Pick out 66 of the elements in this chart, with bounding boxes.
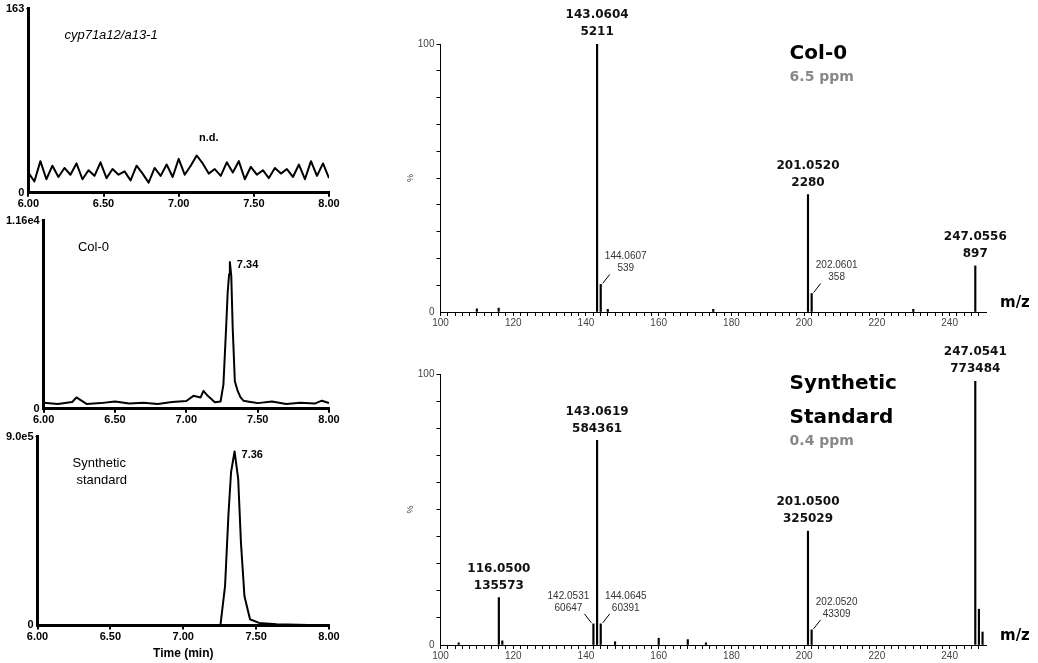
x-tick-label: 200: [795, 649, 813, 661]
x-axis-title: m/z: [1000, 626, 1031, 645]
x-tick-label: 180: [723, 316, 741, 328]
x-tick-label: 7.50: [245, 630, 267, 643]
y-axis-title: %: [404, 173, 415, 183]
x-tick-label: 140: [577, 649, 595, 661]
x-tick-label: 6.00: [32, 413, 55, 426]
x-tick-label: 180: [723, 649, 741, 661]
x-tick-label: 8.00: [318, 413, 340, 426]
x-tick-label: 200: [795, 316, 813, 328]
y-tick-label: 100: [417, 37, 435, 49]
x-tick-label: 8.00: [318, 197, 340, 210]
text: 6.5 ppm: [789, 67, 854, 84]
annotation: 143.0619 584361: [565, 403, 629, 435]
annotation: 144.0607 539: [604, 250, 648, 274]
x-tick-label: 120: [504, 316, 522, 328]
annotation: 247.0556 897: [943, 229, 1007, 261]
y-tick-label: 0: [33, 401, 40, 414]
y-tick-label: 0: [27, 618, 34, 631]
x-tick-label: 160: [650, 316, 668, 328]
annotation: 201.0500 325029: [776, 494, 840, 526]
chart-title: Col-0: [789, 40, 848, 65]
x-tick-label: 6.50: [104, 413, 126, 426]
annotation: 7.34: [236, 258, 260, 270]
x-tick-label: 6.50: [99, 630, 122, 643]
x-tick-label: 220: [868, 649, 886, 661]
x-tick-label: 7.00: [175, 413, 198, 426]
annotation: 202.0601 358: [815, 259, 858, 283]
y-tick-label: 9.0e5: [6, 429, 34, 442]
x-tick-label: 7.00: [167, 197, 190, 210]
annotation: 201.0520 2280: [776, 157, 840, 189]
text: Col-0: [77, 238, 109, 254]
x-axis-title: Time (min): [153, 646, 214, 661]
y-tick-label: 0: [428, 638, 435, 650]
annotation: n.d.: [198, 130, 219, 143]
x-axis-title: m/z: [1000, 293, 1031, 312]
text: Synthetic Standard: [789, 370, 897, 429]
text: cyp71a12/a13-1: [64, 26, 158, 42]
x-tick-label: 140: [577, 316, 595, 328]
annotation: 144.0645 60391: [604, 589, 648, 613]
annotation: 202.0520 43309: [815, 595, 858, 619]
x-tick-label: 220: [868, 316, 886, 328]
annotation: 142.0531 60647: [547, 589, 590, 613]
x-tick-label: 7.00: [172, 630, 194, 643]
y-tick-label: 100: [417, 367, 435, 379]
annotation: 7.36: [241, 447, 263, 460]
x-tick-label: 7.50: [246, 413, 269, 426]
y-tick-label: 0: [18, 185, 25, 198]
annotation: 143.0604 5211: [565, 7, 629, 39]
y-tick-label: 0: [428, 305, 435, 317]
y-axis-title: %: [404, 505, 415, 514]
annotation: 116.0500 135573: [467, 560, 531, 592]
x-tick-label: 120: [504, 649, 522, 661]
x-tick-label: 6.00: [26, 630, 49, 643]
text: 0.4 ppm: [789, 431, 854, 448]
x-tick-label: 240: [941, 316, 959, 328]
y-tick-label: 1.16e4: [5, 213, 41, 226]
x-tick-label: 6.50: [92, 197, 115, 210]
y-tick-label: 163: [5, 1, 25, 14]
x-tick-label: 160: [650, 649, 668, 661]
x-tick-label: 7.50: [243, 197, 265, 210]
text: Synthetic standard: [72, 454, 128, 487]
x-tick-label: 240: [941, 649, 959, 661]
x-tick-label: 6.00: [17, 197, 40, 210]
x-tick-label: 8.00: [318, 630, 340, 643]
annotation: 247.0541 773484: [943, 344, 1007, 376]
